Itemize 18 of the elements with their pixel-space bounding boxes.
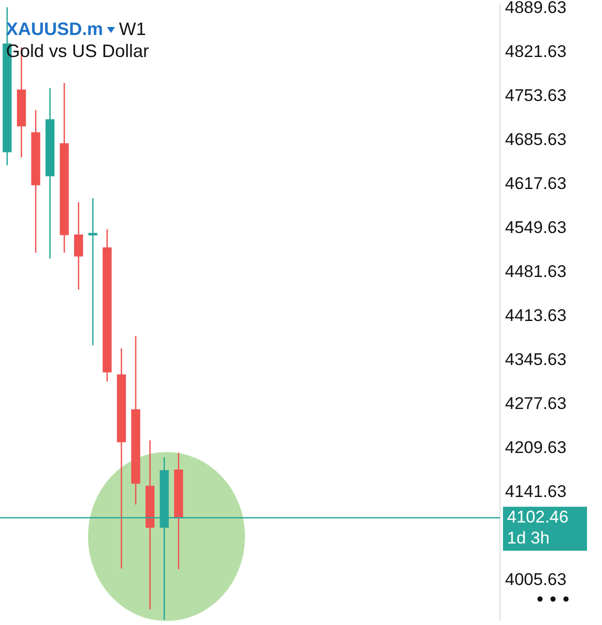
y-tick-label: 4277.63 xyxy=(505,394,566,414)
text: 1d 3h xyxy=(507,528,550,548)
y-tick-label: 4753.63 xyxy=(505,86,566,105)
candlestick xyxy=(88,198,98,346)
annotation: W1 xyxy=(119,19,146,40)
y-tick-label: 4209.63 xyxy=(505,438,566,458)
y-tick-label: 4889.63 xyxy=(505,0,566,17)
candlestick xyxy=(74,201,84,290)
y-tick-label: 4413.63 xyxy=(505,306,566,325)
y-tick-label: 4481.63 xyxy=(505,262,566,281)
ref-line-label: 4102.46 xyxy=(507,507,568,526)
y-tick-label: 4821.63 xyxy=(505,42,566,61)
y-tick-label: 4617.63 xyxy=(505,174,566,193)
y-tick-label: 4685.63 xyxy=(505,130,566,149)
y-tick-label: 4549.63 xyxy=(505,218,566,237)
y-tick-label: 4345.63 xyxy=(505,350,566,370)
y-tick-label: 4005.63 xyxy=(505,570,566,590)
y-tick-label: 4141.63 xyxy=(505,482,566,502)
